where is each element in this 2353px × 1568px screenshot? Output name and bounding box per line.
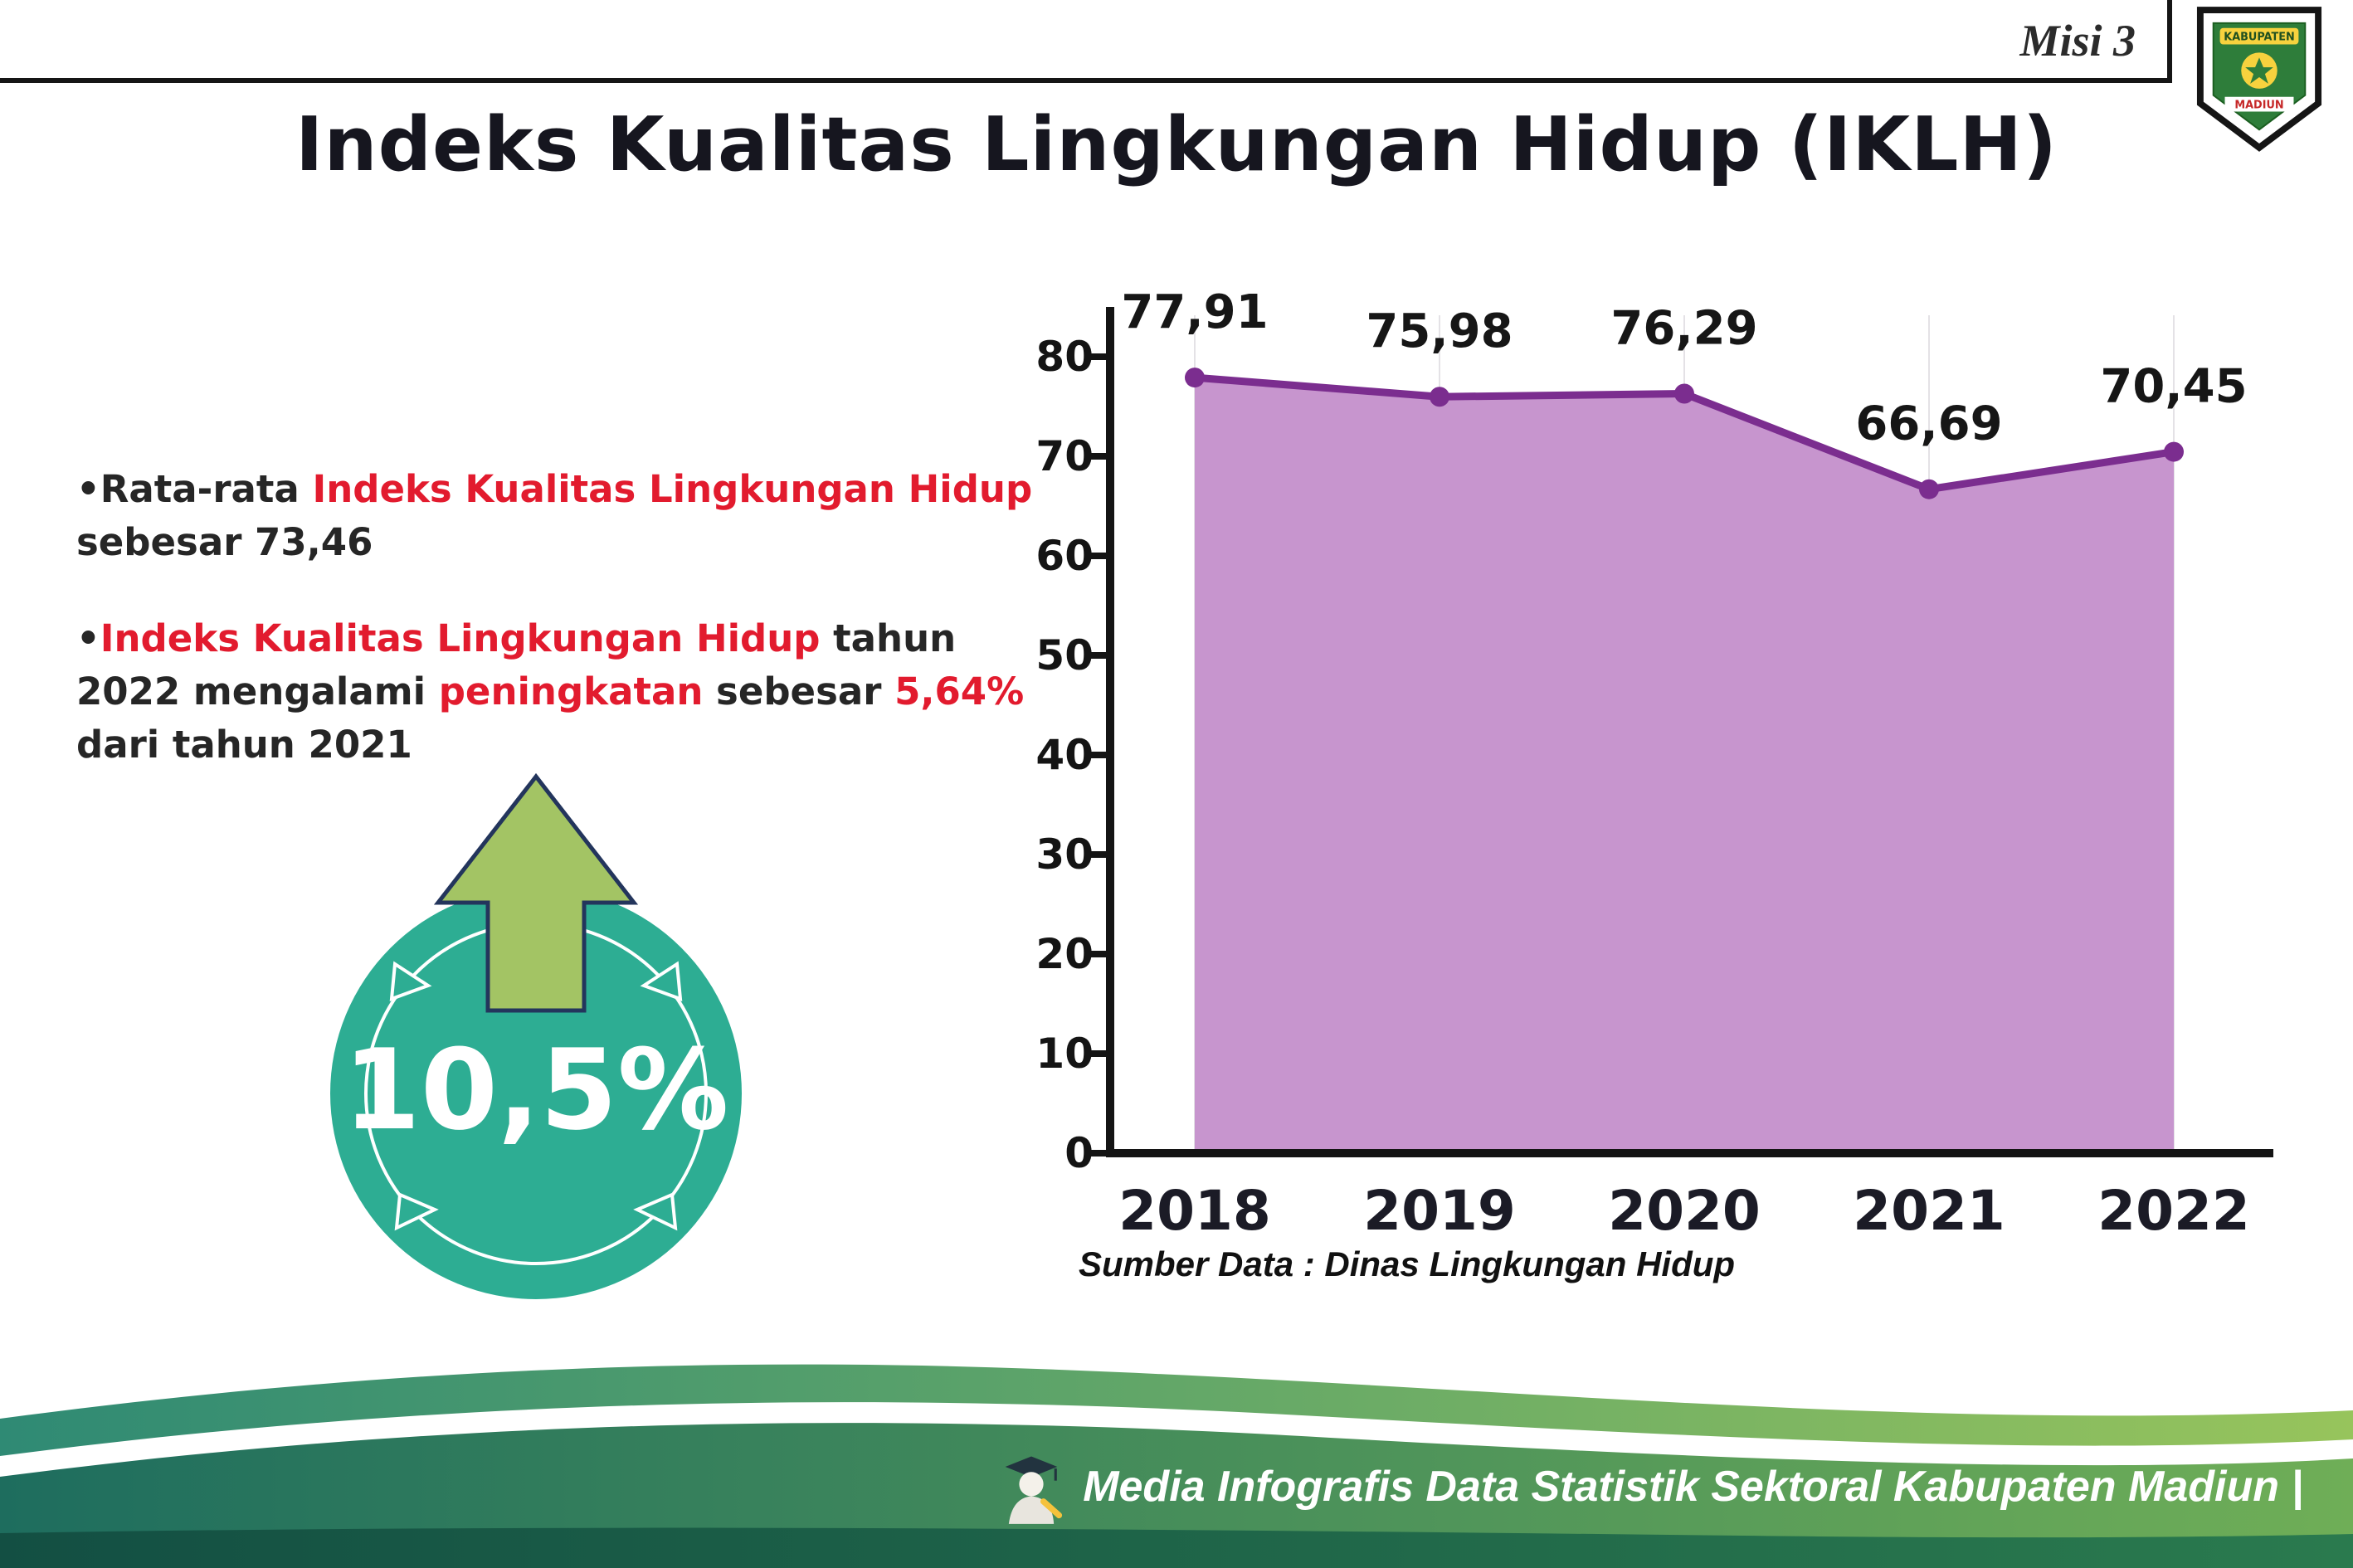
data-point: [1674, 383, 1694, 404]
data-label: 70,45: [2100, 360, 2247, 414]
data-source-caption: Sumber Data : Dinas Lingkungan Hidup: [1079, 1244, 1736, 1283]
x-tick-label: 2019: [1363, 1179, 1516, 1243]
logo-bottom-text: MADIUN: [2234, 100, 2283, 112]
key-points: •Rata-rata Indeks Kualitas Lingkungan Hi…: [76, 463, 1039, 814]
bullet-marker: •: [76, 616, 100, 660]
y-tick-label: 20: [1035, 930, 1094, 978]
logo-banner-bottom: [2224, 96, 2294, 112]
bullet-average-iklh: •Rata-rata Indeks Kualitas Lingkungan Hi…: [76, 463, 1039, 569]
data-point: [1185, 368, 1205, 388]
y-tick-label: 30: [1035, 830, 1094, 879]
logo-top-text: KABUPATEN: [2224, 32, 2294, 44]
increase-badge: 10,5%: [330, 772, 742, 1299]
logo-banner-top: [2219, 27, 2299, 45]
y-tick: [1089, 1050, 1106, 1057]
text-segment-highlight: peningkatan: [438, 669, 704, 713]
ring-triangle-se: [633, 1192, 678, 1231]
text-segment: sebesar 73,46: [76, 519, 373, 564]
y-tick-label: 60: [1035, 532, 1094, 580]
x-tick-label: 2018: [1118, 1179, 1271, 1243]
x-tick-label: 2020: [1608, 1179, 1761, 1243]
y-tick-label: 70: [1035, 432, 1094, 480]
top-rule: [0, 78, 2167, 83]
y-tick: [1089, 851, 1106, 858]
data-label: 77,91: [1121, 285, 1268, 339]
y-axis: [1106, 307, 1114, 1157]
kabupaten-madiun-logo: KABUPATEN MADIUN: [2196, 7, 2322, 152]
footer-credit-text: Media Infografis Data Statistik Sektoral…: [1083, 1463, 2303, 1511]
mascot-icon: [1005, 1456, 1063, 1524]
footer-credit: Media Infografis Data Statistik Sektoral…: [996, 1448, 2303, 1526]
data-label: 66,69: [1855, 397, 2002, 451]
ring-triangle-ne: [640, 961, 683, 1001]
ring-triangle-sw: [394, 1192, 439, 1231]
text-segment-highlight: Indeks Kualitas Lingkungan Hidup: [312, 467, 1033, 511]
x-tick-label: 2021: [1853, 1179, 2005, 1243]
text-segment: tahun 2022 mengalami: [76, 616, 957, 713]
y-tick-label: 50: [1035, 631, 1094, 679]
data-point: [1919, 479, 1939, 499]
page-title: Indeks Kualitas Lingkungan Hidup (IKLH): [295, 101, 2058, 188]
logo-star: [2245, 57, 2273, 84]
x-tick-label: 2022: [2097, 1179, 2250, 1243]
y-tick: [1089, 553, 1106, 559]
y-tick-label: 40: [1035, 731, 1094, 779]
y-tick-label: 0: [1064, 1129, 1094, 1177]
iklh-chart-svg: 0 10 20 30 40 50 60 70 80 77,91 2018 75,98 2019 76,29…: [1035, 285, 2273, 1243]
data-label: 75,98: [1366, 304, 1513, 358]
ring-triangle-nw: [389, 961, 432, 1001]
bullet-iklh-2022: •Indeks Kualitas Lingkungan Hidup tahun …: [76, 612, 1039, 772]
text-segment-highlight: Indeks Kualitas Lingkungan Hidup: [100, 616, 821, 660]
y-tick: [1089, 1150, 1106, 1157]
y-tick-label: 80: [1035, 333, 1094, 381]
y-tick: [1089, 353, 1106, 360]
badge-circle: [330, 888, 742, 1299]
bullet-marker: •: [76, 467, 100, 511]
text-segment: dari tahun 2021: [76, 722, 412, 767]
text-segment-highlight: 5,64%: [894, 669, 1025, 713]
data-label: 76,29: [1610, 302, 1757, 356]
data-point: [1430, 387, 1449, 407]
data-point: [2164, 441, 2184, 462]
y-tick: [1089, 752, 1106, 758]
text-segment: sebesar: [703, 669, 895, 713]
x-axis: [1106, 1149, 2273, 1157]
y-tick: [1089, 652, 1106, 659]
y-tick: [1089, 951, 1106, 957]
up-arrow-icon: [433, 772, 639, 1013]
misi-label: Misi 3: [2019, 16, 2136, 66]
badge-value: 10,5%: [343, 1025, 729, 1155]
footer-wave-decoration: [0, 1364, 2353, 1568]
text-segment: Rata-rata: [100, 467, 313, 511]
area-fill: [1195, 377, 2174, 1151]
wave-bottom-strip: [0, 1527, 2353, 1568]
y-tick-label: 10: [1035, 1030, 1094, 1078]
y-tick: [1089, 453, 1106, 460]
top-rule-corner: [2167, 0, 2172, 83]
